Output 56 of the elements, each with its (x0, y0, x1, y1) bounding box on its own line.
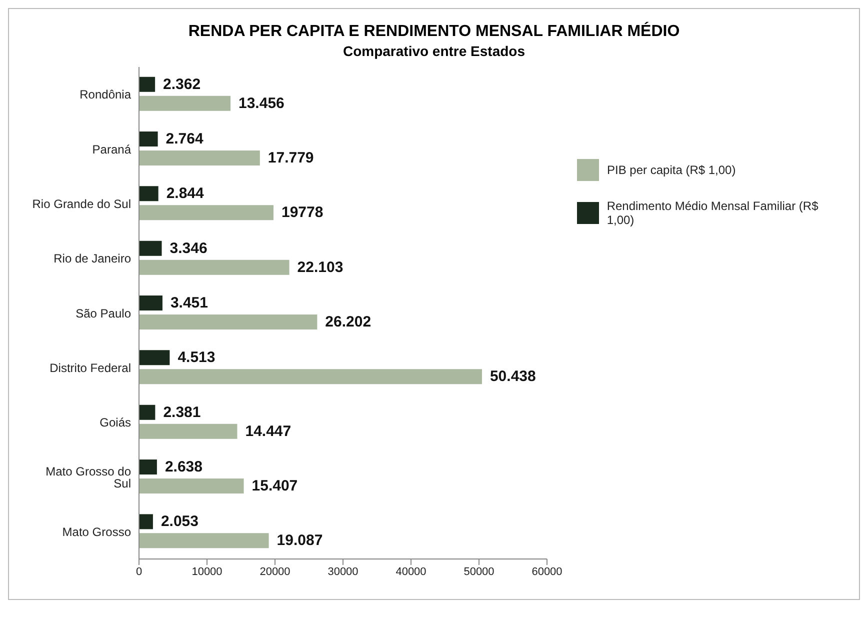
bar (139, 76, 156, 92)
data-label: 22.103 (297, 258, 344, 276)
bar (139, 96, 230, 111)
y-tick-label: Rio Grande do Sul (32, 196, 131, 211)
y-tick-label: São Paulo (76, 306, 132, 320)
x-tick-label: 10000 (192, 566, 222, 578)
data-label: 15.407 (252, 478, 298, 495)
data-label: 2.638 (164, 458, 202, 476)
y-tick-label: Mato Grosso do Sul (46, 464, 132, 490)
bar (139, 240, 162, 256)
y-tick-label: Rondônia (80, 88, 132, 102)
legend-label: PIB per capita (R$ 1,00) (607, 163, 736, 177)
chart-title: RENDA PER CAPITA E RENDIMENTO MENSAL FAMILIAR MÉDIO (187, 23, 681, 41)
bar (139, 478, 244, 494)
bar (139, 132, 158, 147)
data-label: 19778 (281, 204, 324, 222)
x-tick-label: 60000 (532, 566, 562, 578)
y-tick-label: Mato Grosso (62, 524, 132, 539)
data-label: 2.053 (160, 513, 199, 530)
bar (139, 369, 482, 384)
bar (139, 424, 238, 439)
x-tick-label: 30000 (328, 566, 358, 578)
data-label: 2.362 (163, 76, 201, 93)
data-label: 14.447 (245, 422, 292, 440)
x-tick-label: 50000 (464, 566, 494, 578)
bar (139, 314, 318, 330)
data-label: 3.346 (170, 240, 208, 257)
bar (139, 186, 158, 202)
bar (139, 460, 157, 475)
bar (139, 533, 269, 548)
bar (139, 514, 153, 530)
data-label: 2.381 (163, 404, 201, 421)
data-label: 3.451 (170, 294, 208, 312)
x-tick-label: 0 (136, 566, 142, 578)
x-tick-label: 40000 (396, 566, 426, 578)
chart-subtitle: Comparativo entre Estados (342, 43, 526, 59)
data-label: 2.764 (166, 130, 204, 148)
data-label: 2.844 (166, 185, 205, 202)
y-tick-label: Goiás (100, 416, 131, 430)
bar (139, 296, 162, 311)
data-label: 4.513 (178, 349, 216, 366)
data-label: 17.779 (268, 150, 314, 167)
bar (139, 260, 290, 275)
bar (139, 205, 274, 220)
data-label: 26.202 (325, 314, 372, 331)
y-tick-label: Rio de Janeiro (54, 252, 132, 266)
y-tick-label: Distrito Federal (50, 360, 131, 375)
data-label: 50.438 (490, 368, 536, 386)
bar (139, 404, 156, 420)
bar (139, 350, 170, 366)
legend-label: Rendimento Médio Mensal Familiar (R$ 1,00) (606, 199, 820, 227)
bar (139, 150, 260, 166)
y-tick-label: Paraná (92, 142, 132, 156)
data-label: 19.087 (276, 532, 323, 550)
data-label: 13.456 (238, 94, 284, 112)
x-tick-label: 20000 (260, 566, 290, 578)
